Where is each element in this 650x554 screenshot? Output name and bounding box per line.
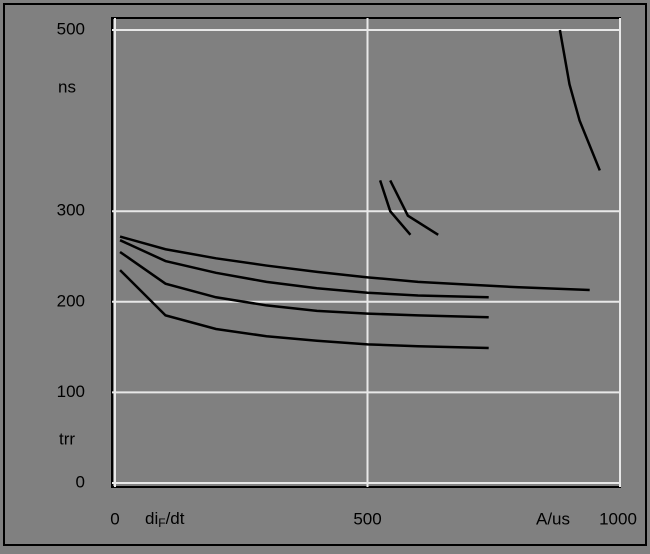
y-tick-label: 0 bbox=[76, 472, 85, 491]
x-tick-label: 0 bbox=[110, 509, 119, 528]
y-tick-label: 300 bbox=[57, 201, 85, 220]
y-label: trr bbox=[59, 429, 75, 448]
chart: ns trr diF/dt A/us 0 100 200 300 500 0 500 1000 bbox=[0, 0, 650, 549]
x-label-sub: F bbox=[158, 516, 165, 530]
y-tick-label: 200 bbox=[57, 291, 85, 310]
x-unit: A/us bbox=[536, 509, 570, 528]
x-label-rest: /dt bbox=[166, 509, 185, 528]
y-unit: ns bbox=[58, 77, 76, 96]
frame bbox=[4, 4, 646, 545]
x-tick-label: 500 bbox=[353, 509, 381, 528]
y-tick-label: 100 bbox=[57, 382, 85, 401]
x-tick-label: 1000 bbox=[599, 509, 637, 528]
x-label-main: di bbox=[145, 509, 158, 528]
y-tick-label: 500 bbox=[57, 19, 85, 38]
x-label: diF/dt bbox=[145, 509, 185, 530]
